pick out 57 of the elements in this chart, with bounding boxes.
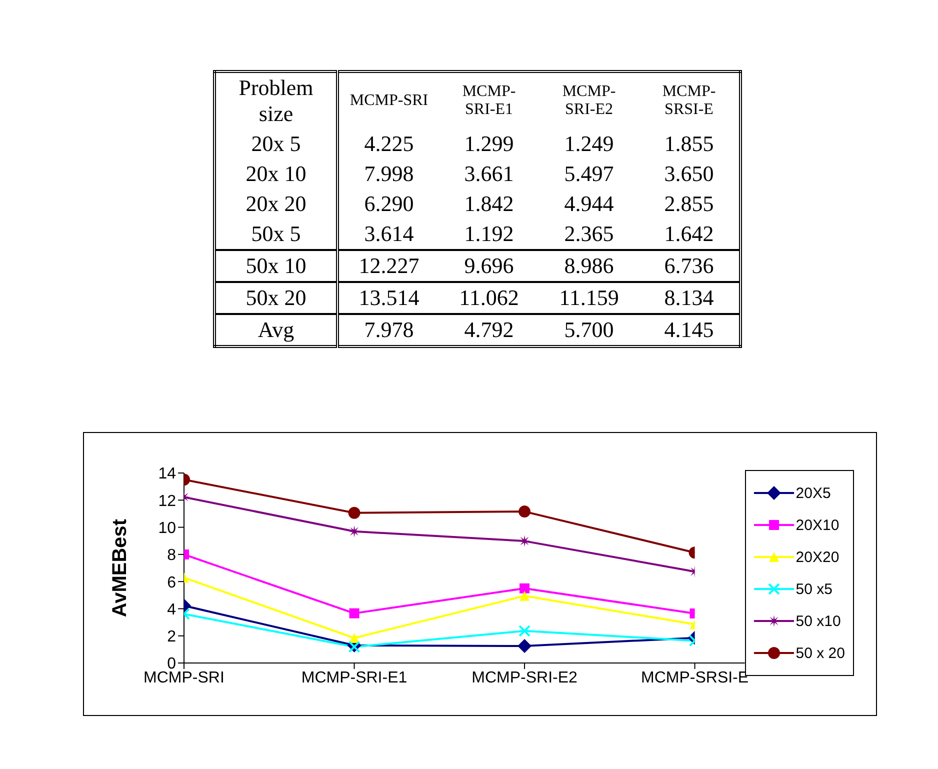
legend-label: 20X20	[796, 548, 840, 566]
text: 12.227	[358, 252, 420, 280]
text: MCMP-SRI	[348, 91, 430, 111]
text: 6.290	[363, 190, 415, 218]
y-tick-label: 2	[167, 628, 176, 646]
text: 50x 10	[214, 250, 338, 282]
text: 11.159	[558, 284, 620, 312]
text: 4.225	[363, 130, 415, 158]
legend-label: 20X5	[796, 484, 831, 502]
text: 6.736	[663, 252, 715, 280]
text: 1.855	[663, 130, 715, 158]
y-tick-label: 8	[167, 547, 176, 564]
text: 20x 20	[214, 189, 338, 219]
x-tick-label: MCMP-SRI-E2	[472, 669, 578, 686]
text: MCMP-SRSI-E	[661, 82, 717, 120]
y-tick-label: 4	[167, 601, 176, 618]
text: 20x 10	[214, 159, 338, 189]
legend-label: 50 x 20	[796, 644, 845, 662]
x-tick-label: MCMP-SRSI-E	[641, 669, 749, 686]
text: 5.497	[563, 160, 615, 188]
text: 4.145	[663, 316, 715, 344]
text: 3.661	[463, 160, 515, 188]
text: 3.614	[363, 220, 415, 248]
text: 50x 5	[214, 219, 338, 250]
text: 13.514	[358, 284, 420, 312]
text: 7.998	[363, 160, 415, 188]
legend-label: 50 x10	[796, 612, 841, 630]
text: MCMP-SRI-E1	[461, 82, 517, 120]
text: 1.249	[563, 130, 615, 158]
text: 50x 20	[214, 282, 338, 314]
text: 1.299	[463, 130, 515, 158]
text: 5.700	[563, 316, 615, 344]
text: Problem size	[214, 72, 338, 129]
text: Avg	[214, 314, 338, 346]
y-axis-title: AvMEBest	[109, 518, 132, 618]
text: 4.792	[463, 316, 515, 344]
text: 2.855	[663, 190, 715, 218]
text: MCMP-SRI-E2	[561, 82, 617, 120]
text: 11.062	[458, 284, 520, 312]
text: 1.642	[663, 220, 715, 248]
y-tick-label: 14	[158, 466, 176, 483]
text: 20x 5	[214, 129, 338, 159]
text: 1.842	[463, 190, 515, 218]
text: 3.650	[663, 160, 715, 188]
legend-label: 20X10	[796, 516, 840, 534]
text: 2.365	[563, 220, 615, 248]
y-tick-label: 12	[158, 492, 176, 510]
x-tick-label: MCMP-SRI-E1	[301, 669, 408, 686]
text: 1.192	[463, 220, 515, 248]
text: 9.696	[463, 252, 515, 280]
y-tick-label: 10	[158, 520, 176, 537]
text: 7.978	[363, 316, 415, 344]
text: 8.134	[663, 284, 715, 312]
text: 8.986	[563, 252, 615, 280]
y-tick-label: 6	[167, 574, 176, 592]
legend-label: 50 x5	[796, 580, 832, 598]
text: 4.944	[563, 190, 615, 218]
